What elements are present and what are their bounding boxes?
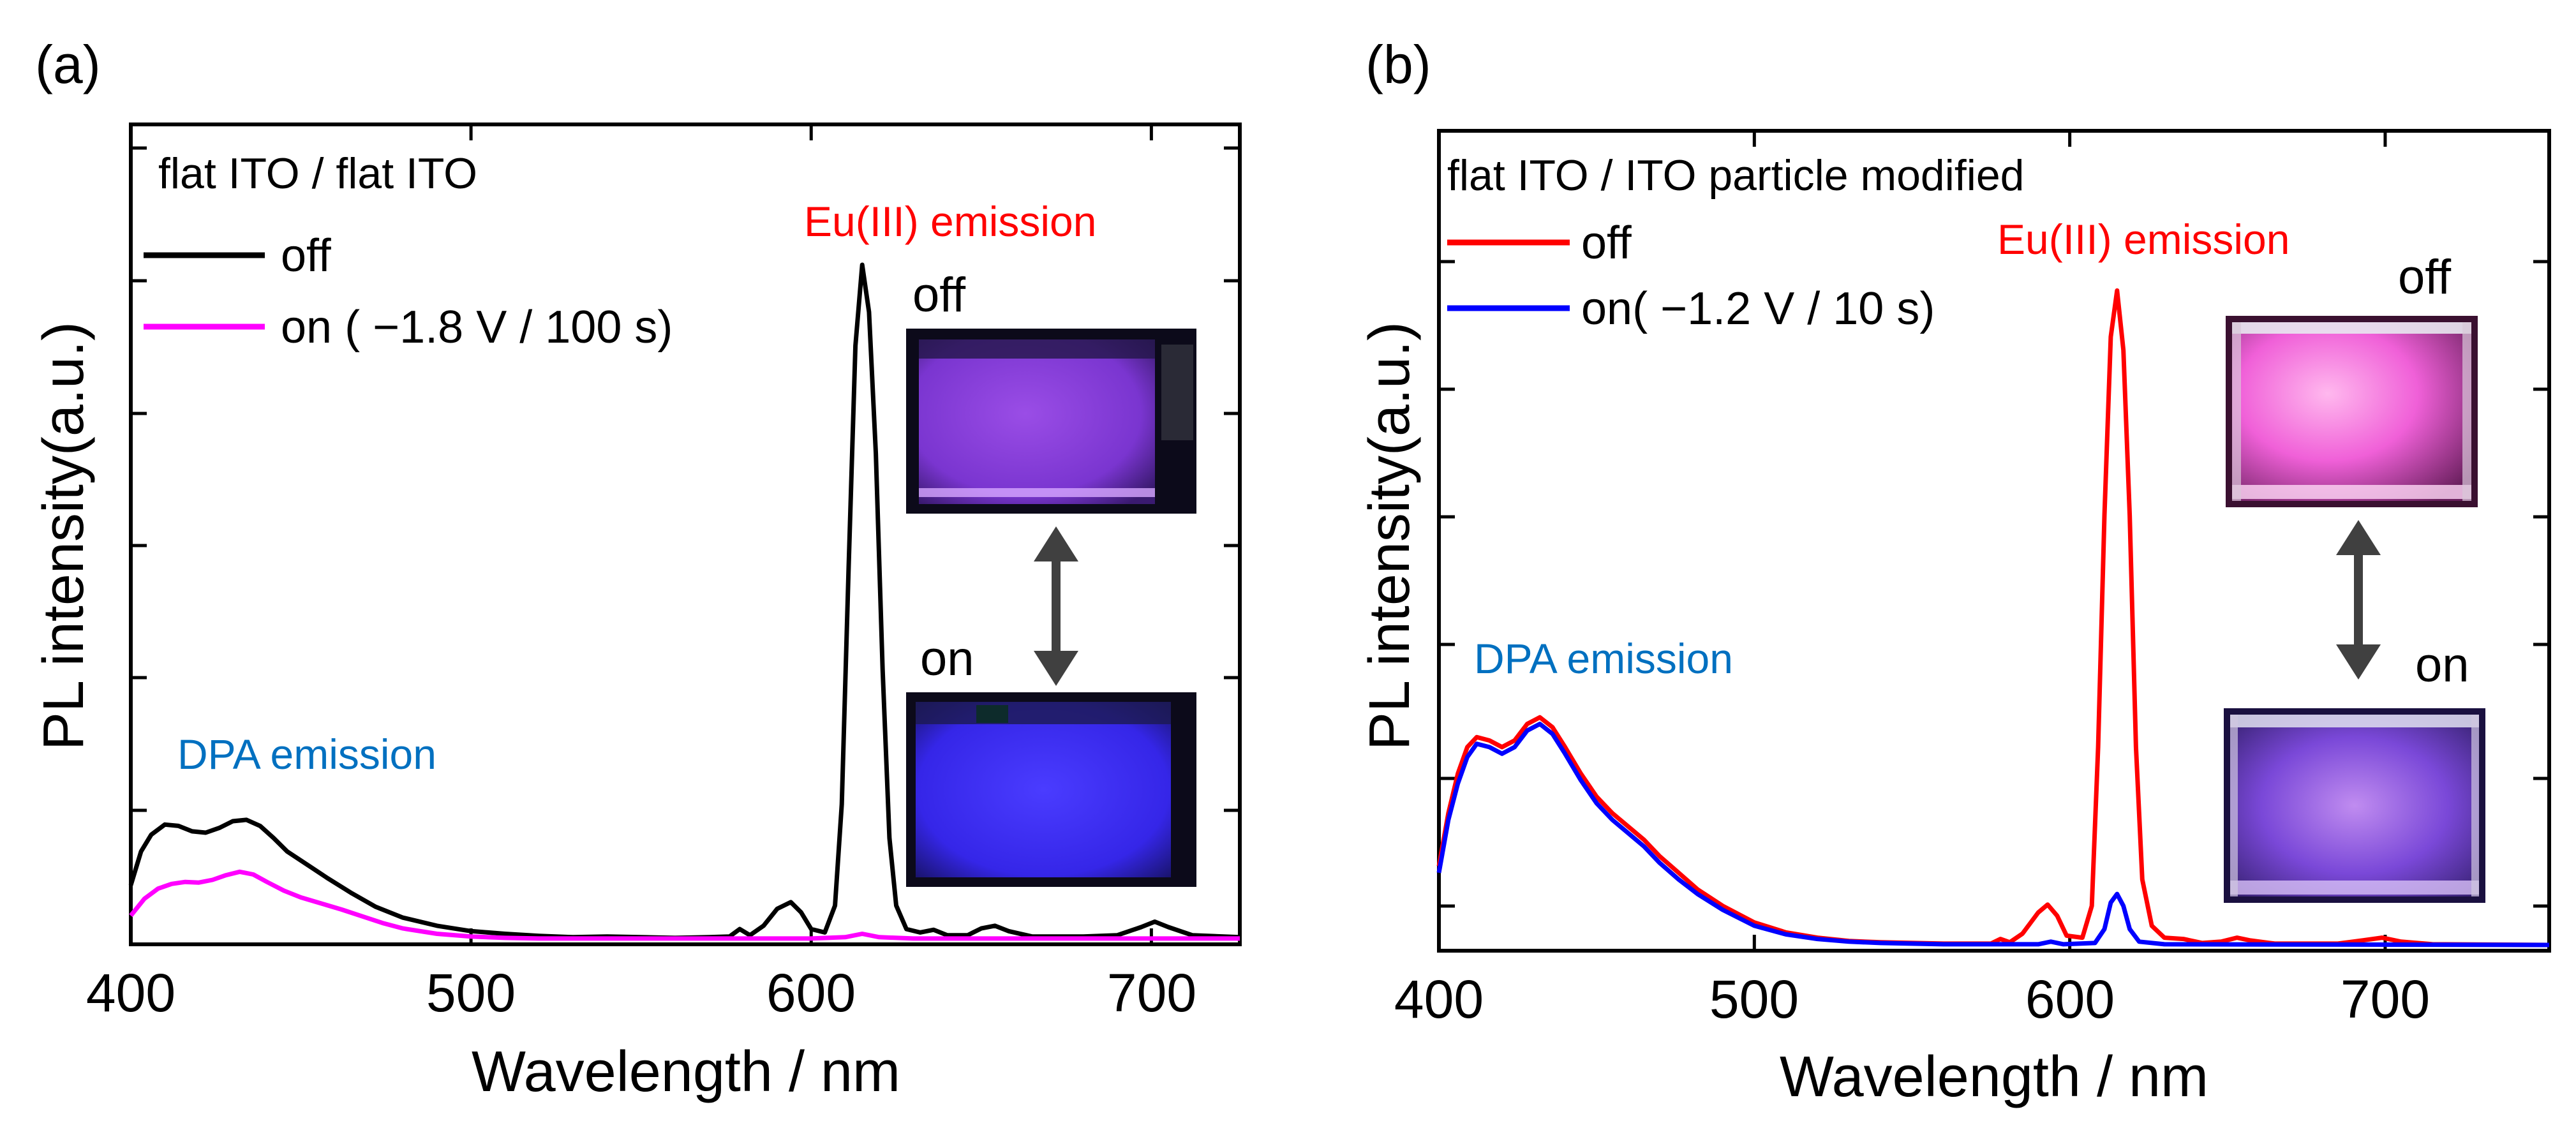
double-arrow-icon-b (2336, 520, 2381, 680)
series-line-on (129, 869, 1240, 941)
photo-off-a (906, 329, 1196, 514)
panel-label-b: (b) (1366, 34, 1431, 94)
dpa-emission-label-b: DPA emission (1474, 635, 1733, 682)
panel-b: (b) 400 500 600 700 Wavelength / nm PL i… (1358, 34, 2551, 1109)
photo-on-b (2224, 708, 2485, 903)
panel-label-a: (a) (35, 34, 101, 94)
x-axis-label-b: Wavelength / nm (1780, 1045, 2208, 1109)
legend-label-off-b: off (1581, 218, 1632, 269)
legend-title-a: flat ITO / flat ITO (158, 149, 477, 198)
plot-frame-b (1437, 129, 2551, 953)
axis-ticks-a (129, 124, 1240, 944)
photo-off-b (2226, 316, 2478, 507)
x-tick-label: 500 (1709, 969, 1799, 1029)
x-tick-label: 700 (1107, 963, 1196, 1023)
x-tick-label: 700 (2341, 969, 2430, 1029)
x-tick-label: 600 (766, 963, 856, 1023)
legend-label-off-a: off (281, 230, 332, 281)
x-tick-label: 600 (2025, 969, 2115, 1029)
photo-on-a (906, 692, 1196, 887)
legend-label-on-b: on( −1.2 V / 10 s) (1581, 283, 1935, 334)
x-axis-label-a: Wavelength / nm (472, 1040, 900, 1104)
series-line-on (1436, 722, 2550, 948)
series-line-off (128, 262, 1240, 940)
photo-on-label-a: on (920, 632, 974, 686)
dpa-emission-label-a: DPA emission (177, 731, 436, 778)
y-axis-label-a: PL intensity(a.u.) (32, 322, 96, 750)
photo-off-label-b: off (2398, 250, 2452, 304)
series-group-b (1436, 288, 2550, 948)
plot-frame-a (129, 123, 1242, 946)
x-tick-label: 500 (426, 963, 516, 1023)
x-tick-labels-a: 400 500 600 700 (86, 963, 1196, 1023)
panel-a: (a) 400 500 600 700 Wavelength / nm PL i… (32, 34, 1242, 1104)
double-arrow-icon-a (1034, 526, 1078, 686)
y-axis-label-b: PL intensity(a.u.) (1358, 322, 1422, 750)
eu-emission-label-a: Eu(III) emission (804, 198, 1096, 245)
photo-on-label-b: on (2415, 638, 2469, 692)
photo-off-label-a: off (912, 268, 966, 322)
legend-label-on-a: on ( −1.8 V / 100 s) (281, 302, 673, 353)
series-group-a (128, 262, 1240, 941)
legend-title-b: flat ITO / ITO particle modified (1447, 151, 2025, 200)
x-tick-label: 400 (1394, 969, 1484, 1029)
x-tick-label: 400 (86, 963, 175, 1023)
axis-ticks-b (1437, 131, 2549, 951)
eu-emission-label-b: Eu(III) emission (1997, 216, 2289, 263)
x-tick-labels-b: 400 500 600 700 (1394, 969, 2430, 1029)
